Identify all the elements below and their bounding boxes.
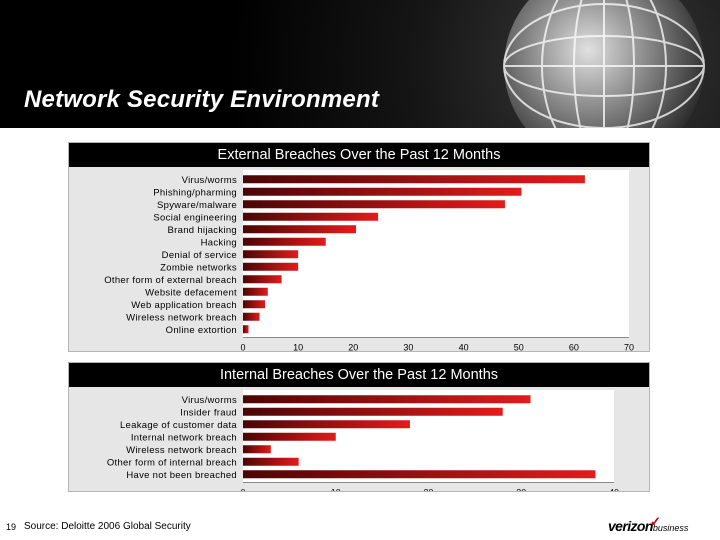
category-label: Internal network breach [131,432,237,443]
logo-sub-text: business [652,523,689,533]
tick-label: 70 [624,343,634,352]
bar [243,432,336,441]
tick-label: 60 [569,343,579,352]
category-label: Spyware/malware [157,200,237,211]
category-label: Brand hijacking [168,225,237,236]
bar [243,395,531,404]
bar [243,420,410,429]
category-label: Virus/worms [182,395,237,406]
bar [243,300,266,309]
category-label: Online extortion [166,325,237,336]
chart-title: Internal Breaches Over the Past 12 Month… [69,363,649,387]
tick-label: 30 [516,488,526,492]
category-label: Phishing/pharming [153,187,237,198]
bar [243,275,282,284]
bar [243,237,326,246]
category-label: Hacking [201,237,237,248]
category-label: Wireless network breach [126,445,237,456]
slide-title: Network Security Environment [24,86,380,113]
category-label: Have not been breached [126,470,237,481]
chart-title: External Breaches Over the Past 12 Month… [69,143,649,167]
tick-label: 50 [514,343,524,352]
plot-area [243,170,629,338]
page-number: 19 [6,522,17,532]
category-label: Other form of external breach [104,275,237,286]
category-label: Other form of internal breach [107,457,237,468]
bar [243,187,522,196]
internal-breaches-chart: Internal Breaches Over the Past 12 Month… [68,362,650,492]
bar [243,445,271,454]
category-label: Social engineering [153,212,237,223]
bar [243,470,596,479]
globe-graphic [503,0,705,128]
bar [243,250,299,259]
bar [243,175,585,184]
tick-label: 0 [240,343,245,352]
tick-label: 40 [459,343,469,352]
tick-label: 30 [403,343,413,352]
source-note: Source: Deloitte 2006 Global Security [24,521,191,532]
slide-header: Network Security Environment [0,0,720,128]
bar [243,325,249,334]
category-label: Wireless network breach [126,312,237,323]
tick-label: 20 [348,343,358,352]
checkmark-icon: ✓ [650,514,661,529]
tick-label: 10 [331,488,341,492]
external-breaches-chart: External Breaches Over the Past 12 Month… [68,142,650,352]
category-label: Zombie networks [160,262,237,273]
bar [243,262,299,271]
category-label: Denial of service [162,250,237,261]
bar [243,457,299,466]
category-label: Insider fraud [180,407,237,418]
verizon-business-logo: ✓ verizonbusiness [608,514,718,538]
tick-label: 0 [240,488,245,492]
bar [243,225,357,234]
bar [243,287,268,296]
bar [243,200,505,209]
tick-label: 20 [423,488,433,492]
category-label: Website defacement [145,287,237,298]
bar [243,212,379,221]
bar [243,407,503,416]
bar [243,312,260,321]
tick-label: 10 [293,343,303,352]
logo-main-text: verizon [608,518,653,534]
category-label: Web application breach [131,300,237,311]
category-label: Leakage of customer data [120,420,237,431]
category-label: Virus/worms [182,175,237,186]
tick-label: 40 [609,488,619,492]
